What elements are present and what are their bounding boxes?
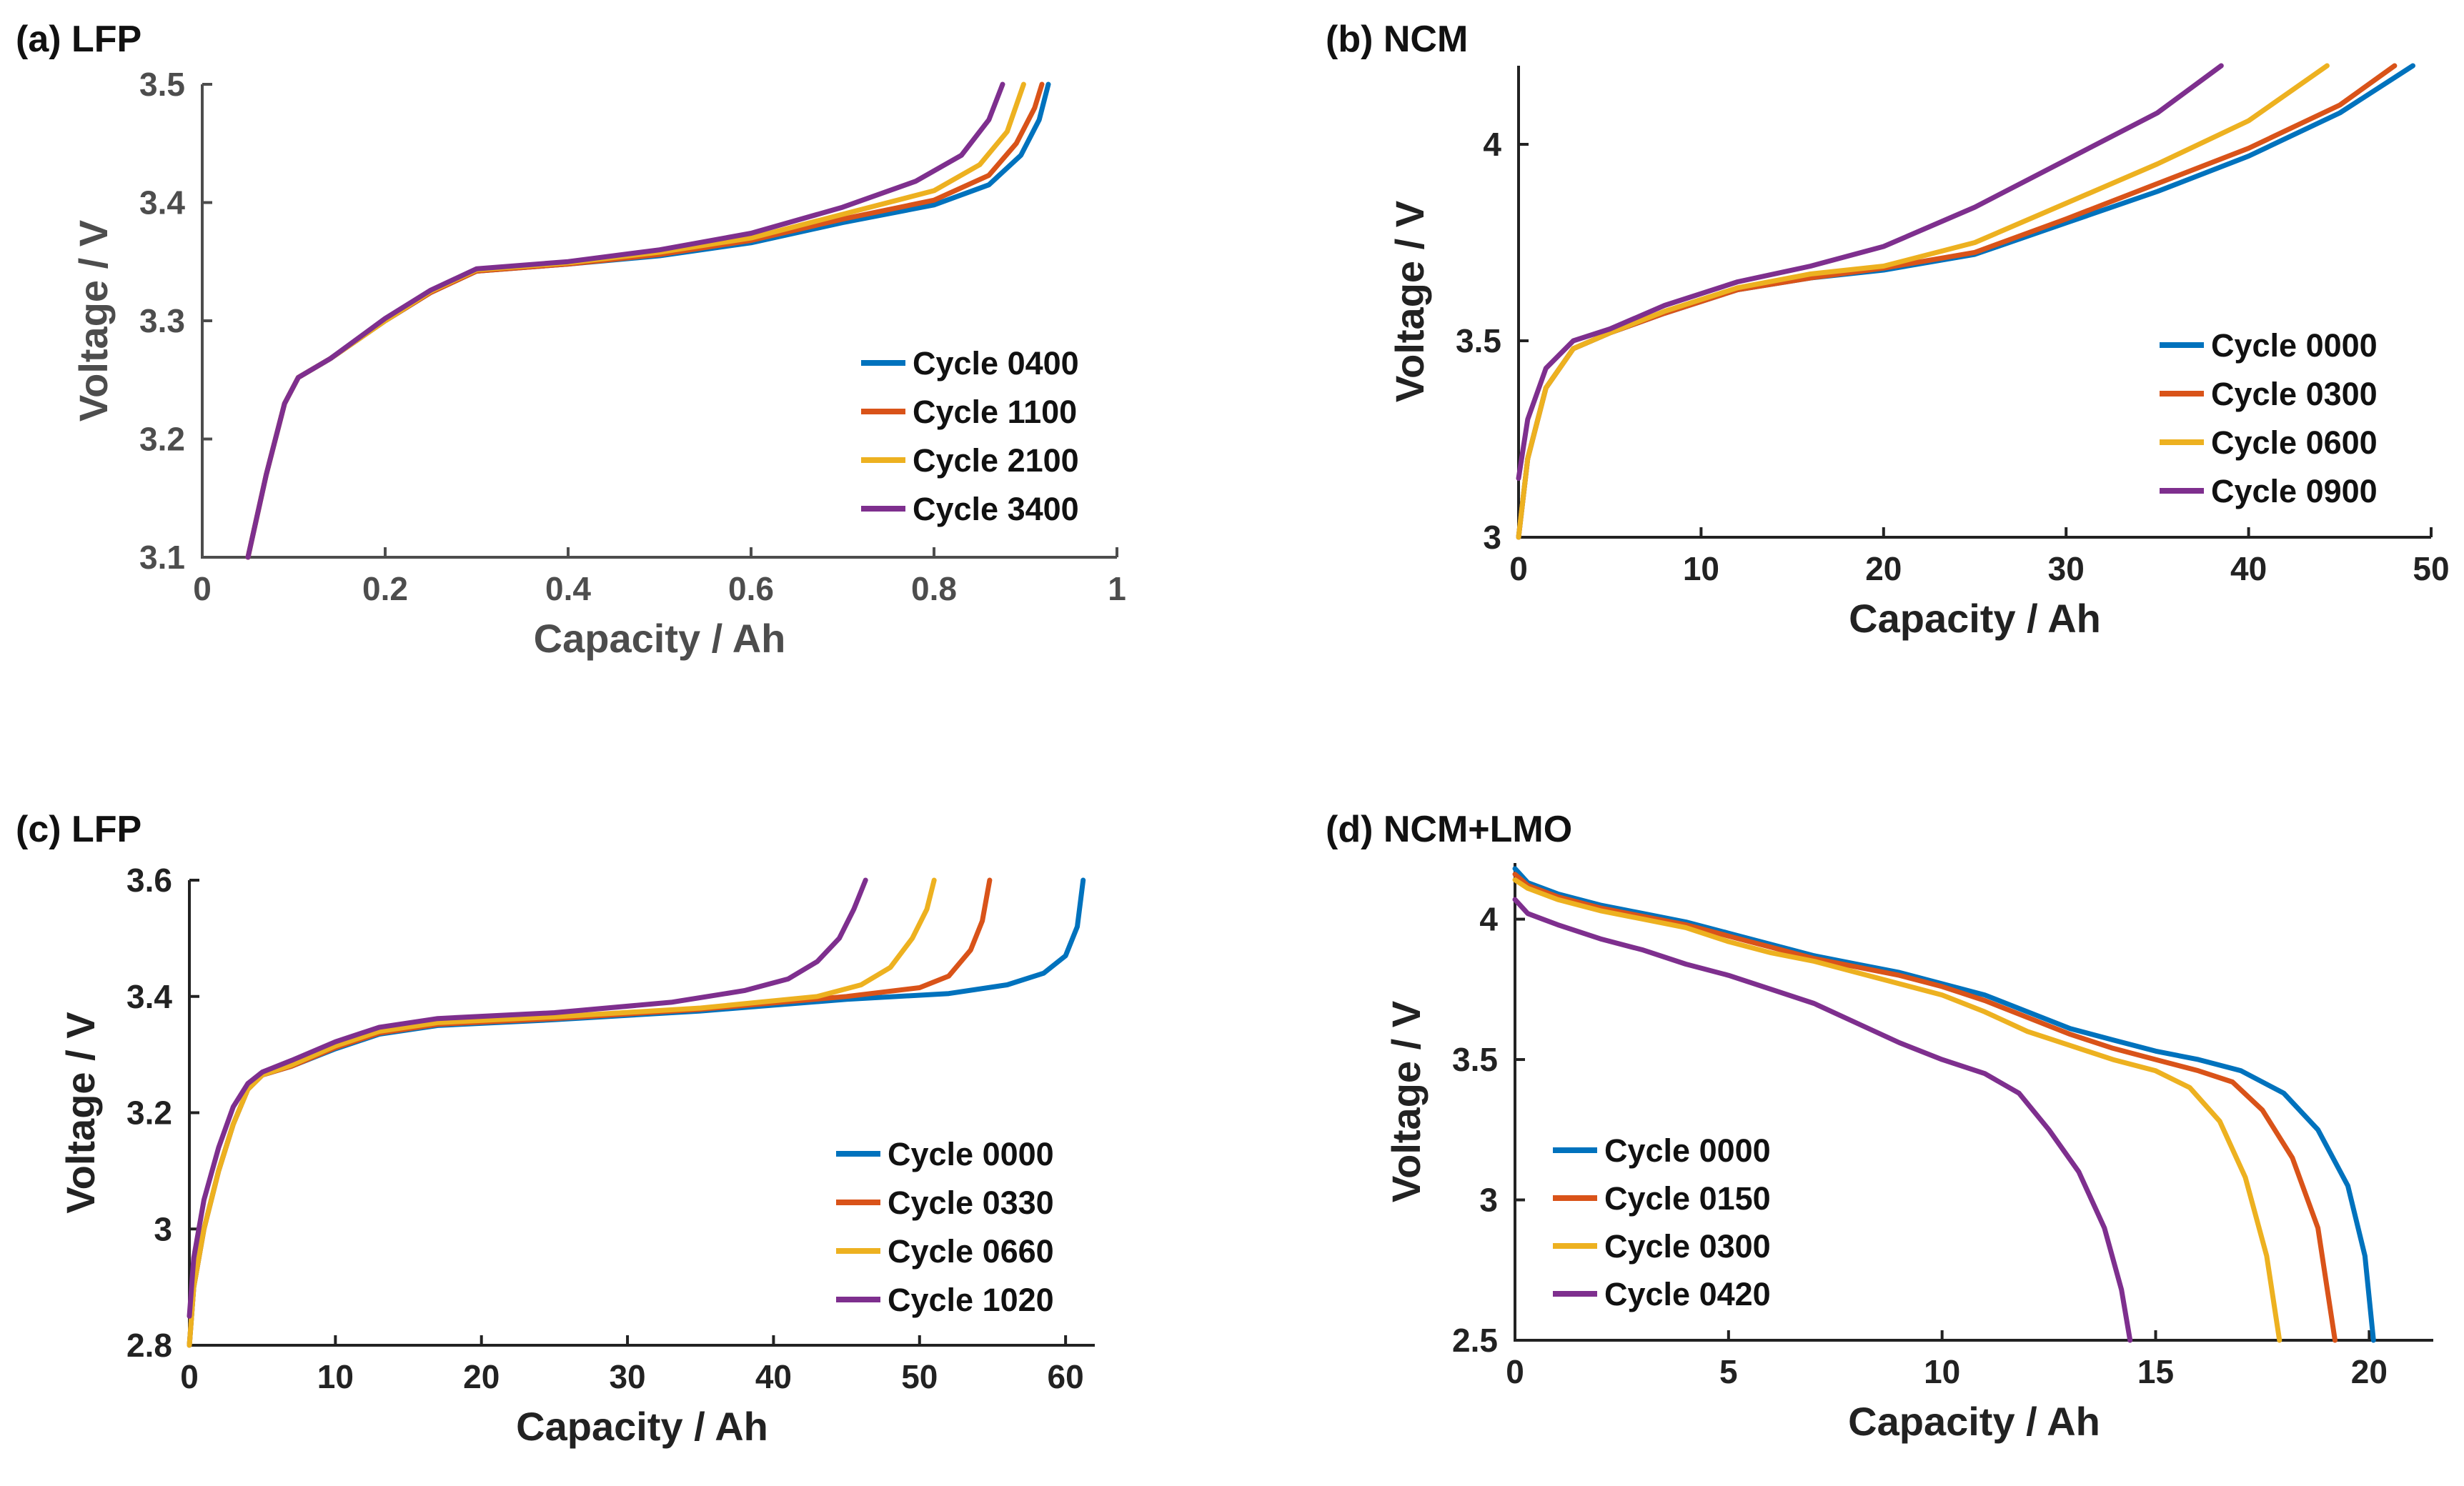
y-tick-label: 3 [1483, 519, 1501, 556]
y-tick-label: 4 [1479, 901, 1498, 938]
y-tick-label: 2.5 [1452, 1322, 1498, 1359]
legend-entry: Cycle 0150 [1604, 1180, 1771, 1217]
y-tick-label: 3.6 [126, 862, 172, 899]
legend: Cycle 0000 Cycle 0330 Cycle 0660 Cycle 1020 [836, 1136, 1054, 1318]
series-line-cycle-0900 [1516, 63, 2224, 481]
x-tick-label: 0 [193, 570, 212, 607]
y-tick-label: 2.8 [126, 1327, 172, 1364]
x-tick-label: 5 [1719, 1353, 1738, 1390]
x-tick-label: 20 [463, 1358, 500, 1395]
x-tick-label: 0 [180, 1358, 199, 1395]
series-line-cycle-0330 [187, 877, 993, 1348]
y-tick-label: 3.2 [139, 421, 185, 458]
series-line-cycle-0000 [187, 877, 1086, 1348]
x-axis-label: Capacity / Ah [516, 1404, 768, 1449]
axes-lines [1514, 863, 2433, 1342]
series-line-cycle-2100 [245, 81, 1026, 560]
series-line-cycle-0660 [187, 877, 937, 1348]
y-axis-label: Voltage / V [58, 1012, 103, 1213]
x-tick-label: 10 [317, 1358, 354, 1395]
legend-entry: Cycle 2100 [913, 442, 1079, 479]
y-tick-label: 3.1 [139, 539, 185, 576]
panel-d: (d) NCM+LMO 0 5 10 15 20 2.5 3 3.5 4 Capacity / Ah… [1326, 809, 2433, 1444]
panel-b: (b) NCM 0 10 20 30 40 50 3 3.5 4 Capacity / Ah Volt… [1326, 19, 2450, 641]
legend-entry: Cycle 0000 [1604, 1132, 1771, 1169]
y-tick-label: 4 [1483, 126, 1501, 163]
legend-entry: Cycle 1100 [913, 394, 1077, 430]
series-line-cycle-0300 [1512, 877, 2282, 1343]
x-tick-label: 20 [2351, 1353, 2388, 1390]
series-line-cycle-0420 [1512, 897, 2133, 1343]
series-line-cycle-0300 [1516, 63, 2398, 540]
x-tick-label: 0 [1506, 1353, 1524, 1390]
x-tick-label: 0.6 [728, 570, 774, 607]
y-tick-label: 3.2 [126, 1094, 172, 1132]
x-axis-label: Capacity / Ah [1849, 596, 2101, 641]
legend-entry: Cycle 0600 [2211, 424, 2378, 461]
x-tick-label: 50 [2413, 550, 2449, 587]
series-line-cycle-3400 [245, 81, 1005, 560]
series-line-cycle-0600 [1516, 63, 2330, 540]
series-line-cycle-0000 [1512, 866, 2376, 1343]
y-tick-label: 3.5 [139, 66, 185, 103]
legend-entry: Cycle 0300 [1604, 1228, 1771, 1265]
series-line-cycle-1100 [245, 81, 1045, 560]
series-line-cycle-0150 [1512, 872, 2338, 1343]
legend-entry: Cycle 1020 [888, 1282, 1054, 1318]
y-tick-label: 3.4 [139, 184, 185, 221]
y-tick-label: 3.5 [1456, 322, 1501, 359]
x-tick-label: 40 [755, 1358, 792, 1395]
panel-a: (a) LFP 0 0.2 0.4 0.6 0.8 1 3.1 3.2 3.3 3.4 3.5 Capa… [16, 19, 1126, 661]
x-tick-label: 1 [1108, 570, 1126, 607]
x-tick-label: 30 [609, 1358, 645, 1395]
y-axis-label: Voltage / V [71, 220, 116, 422]
x-tick-label: 50 [901, 1358, 938, 1395]
legend-entry: Cycle 3400 [913, 491, 1079, 527]
axes-lines [188, 880, 1095, 1347]
series-line-cycle-1020 [187, 877, 868, 1319]
legend: Cycle 0400 Cycle 1100 Cycle 2100 Cycle 3400 [861, 345, 1079, 527]
x-tick-label: 20 [1865, 550, 1902, 587]
chart-title: (b) NCM [1326, 19, 1468, 60]
x-tick-label: 60 [1048, 1358, 1084, 1395]
y-tick-label: 3 [1479, 1182, 1498, 1219]
y-axis-label: Voltage / V [1387, 201, 1432, 402]
x-tick-label: 0.4 [545, 570, 591, 607]
panel-c: (c) LFP 0 10 20 30 40 50 60 2.8 3 3.2 3.4 3.6 Capacit… [16, 809, 1095, 1449]
y-tick-label: 3 [154, 1210, 172, 1247]
axes-lines [201, 84, 1117, 559]
x-tick-label: 0 [1509, 550, 1528, 587]
x-tick-label: 0.8 [911, 570, 957, 607]
chart-title: (a) LFP [16, 19, 141, 60]
legend-entry: Cycle 0000 [888, 1136, 1054, 1172]
x-tick-label: 15 [2137, 1353, 2174, 1390]
y-axis-label: Voltage / V [1383, 1001, 1429, 1202]
x-axis-label: Capacity / Ah [534, 616, 786, 661]
y-tick-label: 3.5 [1452, 1041, 1498, 1078]
x-tick-label: 40 [2230, 550, 2267, 587]
y-tick-label: 3.4 [126, 978, 172, 1015]
x-tick-label: 10 [1683, 550, 1719, 587]
legend-entry: Cycle 0000 [2211, 327, 2378, 364]
legend-entry: Cycle 0400 [913, 345, 1079, 382]
series-line-cycle-0400 [245, 81, 1051, 560]
x-axis-label: Capacity / Ah [1848, 1399, 2100, 1444]
y-tick-label: 3.3 [139, 302, 185, 339]
legend-entry: Cycle 0420 [1604, 1276, 1771, 1312]
legend-entry: Cycle 0330 [888, 1185, 1054, 1221]
chart-title: (c) LFP [16, 809, 141, 850]
legend-entry: Cycle 0660 [888, 1233, 1054, 1270]
chart-title: (d) NCM+LMO [1326, 809, 1572, 850]
x-tick-label: 10 [1924, 1353, 1960, 1390]
x-tick-label: 0.2 [362, 570, 408, 607]
legend: Cycle 0000 Cycle 0150 Cycle 0300 Cycle 0420 [1553, 1132, 1771, 1312]
legend-entry: Cycle 0300 [2211, 376, 2378, 412]
legend: Cycle 0000 Cycle 0300 Cycle 0600 Cycle 0900 [2160, 327, 2378, 509]
x-tick-label: 30 [2048, 550, 2085, 587]
legend-entry: Cycle 0900 [2211, 473, 2378, 509]
